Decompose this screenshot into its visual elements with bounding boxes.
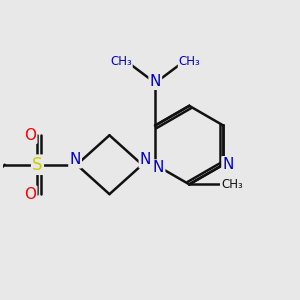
Text: CH₃: CH₃ [110,55,132,68]
Text: CH₃: CH₃ [221,178,243,191]
Text: N: N [150,74,161,89]
Text: N: N [69,152,81,167]
Text: O: O [24,187,36,202]
Text: N: N [153,160,164,175]
Text: S: S [32,156,43,174]
Text: CH₃: CH₃ [179,55,200,68]
Text: O: O [24,128,36,143]
Text: N: N [223,157,234,172]
Text: N: N [140,152,151,167]
